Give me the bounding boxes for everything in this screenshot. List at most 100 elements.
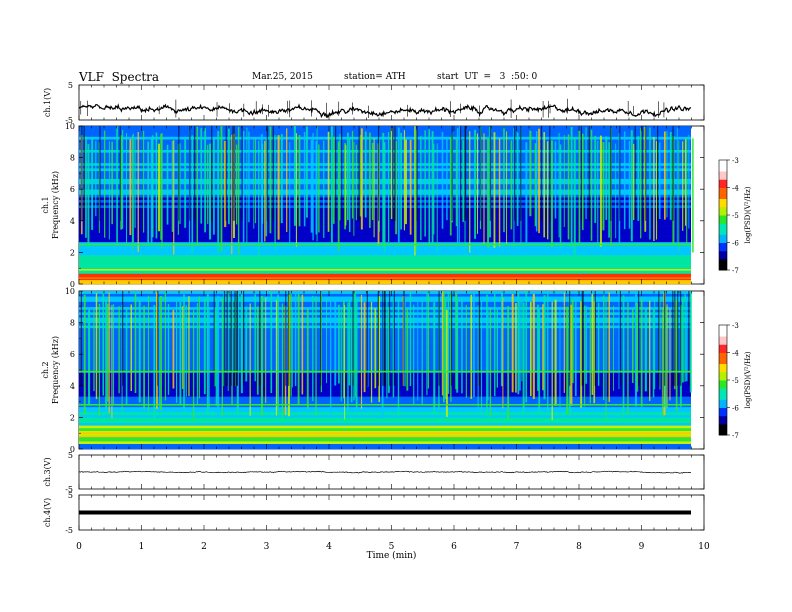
dark-gap xyxy=(234,291,236,386)
sferic-streak xyxy=(93,309,95,392)
sferic-streak xyxy=(584,305,586,407)
sferic-streak xyxy=(516,132,519,226)
freq-band xyxy=(79,427,691,431)
freq-band xyxy=(79,262,691,266)
sferic-streak xyxy=(367,308,369,387)
sferic-streak xyxy=(428,129,431,246)
colorbar-cell xyxy=(719,237,727,241)
sferic-streak xyxy=(538,128,540,234)
sferic-streak xyxy=(571,299,574,384)
dark-gap xyxy=(272,126,274,221)
channel-label: ch.1 xyxy=(41,196,50,213)
colorbar-tick-label: -5 xyxy=(732,377,739,385)
colorbar-cell xyxy=(719,336,727,340)
sferic-streak xyxy=(513,128,515,249)
freq-band xyxy=(79,273,691,277)
sferic-streak xyxy=(403,297,406,387)
sferic-streak xyxy=(286,128,288,233)
y-tick-label: 8 xyxy=(70,319,75,328)
freq-band xyxy=(79,433,691,437)
sferic-streak xyxy=(500,293,503,387)
colorbar-cell xyxy=(719,209,727,213)
sferic-streak xyxy=(522,302,525,414)
sferic-streak xyxy=(664,306,667,408)
sferic-streak xyxy=(95,141,97,217)
sferic-streak xyxy=(608,142,610,238)
sferic-streak xyxy=(529,301,532,397)
sferic-streak xyxy=(198,296,200,399)
freq-band xyxy=(79,265,691,269)
colorbar-cell xyxy=(719,176,727,180)
sferic-streak xyxy=(254,294,256,382)
dark-gap xyxy=(122,291,124,386)
freq-band xyxy=(79,401,691,405)
sferic-streak xyxy=(510,140,513,230)
sferic-streak xyxy=(129,139,132,236)
sferic-streak xyxy=(265,138,268,237)
colorbar-tick-label: -7 xyxy=(732,432,739,440)
y-tick-label: -5 xyxy=(65,485,73,494)
colorbar-cell xyxy=(719,327,727,331)
colorbar-cell xyxy=(719,404,727,408)
sferic-streak xyxy=(474,129,477,239)
sferic-streak xyxy=(458,126,460,256)
sferic-streak xyxy=(550,140,553,248)
colorbar-tick-label: -4 xyxy=(732,350,739,358)
sferic-streak xyxy=(227,291,229,391)
sferic-streak xyxy=(360,128,363,230)
dark-gap xyxy=(358,126,360,221)
emission-line xyxy=(79,278,691,281)
freq-band xyxy=(79,388,691,392)
sferic-streak xyxy=(143,130,145,233)
sferic-streak xyxy=(217,295,220,419)
freq-band xyxy=(79,396,691,400)
sferic-streak xyxy=(517,293,520,395)
sferic-streak xyxy=(185,305,187,397)
sferic-streak xyxy=(179,301,182,405)
sferic-streak xyxy=(386,301,388,399)
dark-gap xyxy=(610,126,612,221)
sferic-streak xyxy=(294,291,297,387)
sferic-streak xyxy=(172,309,175,389)
trace-ch1 xyxy=(78,103,692,119)
sferic-streak xyxy=(640,128,642,239)
sferic-streak xyxy=(424,130,426,237)
sferic-streak xyxy=(207,144,209,225)
sferic-streak xyxy=(235,144,238,225)
sferic-streak xyxy=(605,136,608,220)
sferic-streak xyxy=(167,303,170,395)
dark-gap xyxy=(189,126,191,221)
sferic-streak xyxy=(196,126,199,246)
dark-gap xyxy=(464,126,466,221)
sferic-streak xyxy=(327,131,330,232)
sferic-streak xyxy=(131,135,134,251)
dark-gap xyxy=(569,291,571,386)
freq-band xyxy=(79,438,691,442)
sferic-streak xyxy=(676,127,678,254)
sferic-streak xyxy=(566,306,569,415)
sferic-streak xyxy=(675,300,678,411)
sferic-streak xyxy=(567,134,570,240)
colorbar-cell xyxy=(719,179,727,183)
sferic-streak xyxy=(166,144,169,225)
colorbar-cell xyxy=(719,228,727,232)
freq-band xyxy=(79,270,691,274)
freq-band xyxy=(79,391,691,394)
sferic-streak xyxy=(349,137,351,233)
dark-gap xyxy=(388,291,391,386)
sferic-streak xyxy=(682,141,684,231)
sferic-streak xyxy=(442,292,445,403)
colorbar-tick-label: -5 xyxy=(732,212,739,220)
colorbar-cell xyxy=(719,250,727,254)
sferic-streak xyxy=(303,132,306,227)
colorbar-cell xyxy=(719,168,727,172)
dark-gap xyxy=(213,291,215,386)
sferic-streak xyxy=(125,133,128,246)
dark-gap xyxy=(393,291,395,386)
sferic-streak xyxy=(406,309,409,391)
colorbar-cell xyxy=(719,325,727,329)
colorbar-tick-label: -6 xyxy=(732,240,739,248)
emission-line xyxy=(79,268,691,271)
sferic-streak xyxy=(330,126,333,243)
sferic-streak xyxy=(344,304,346,420)
